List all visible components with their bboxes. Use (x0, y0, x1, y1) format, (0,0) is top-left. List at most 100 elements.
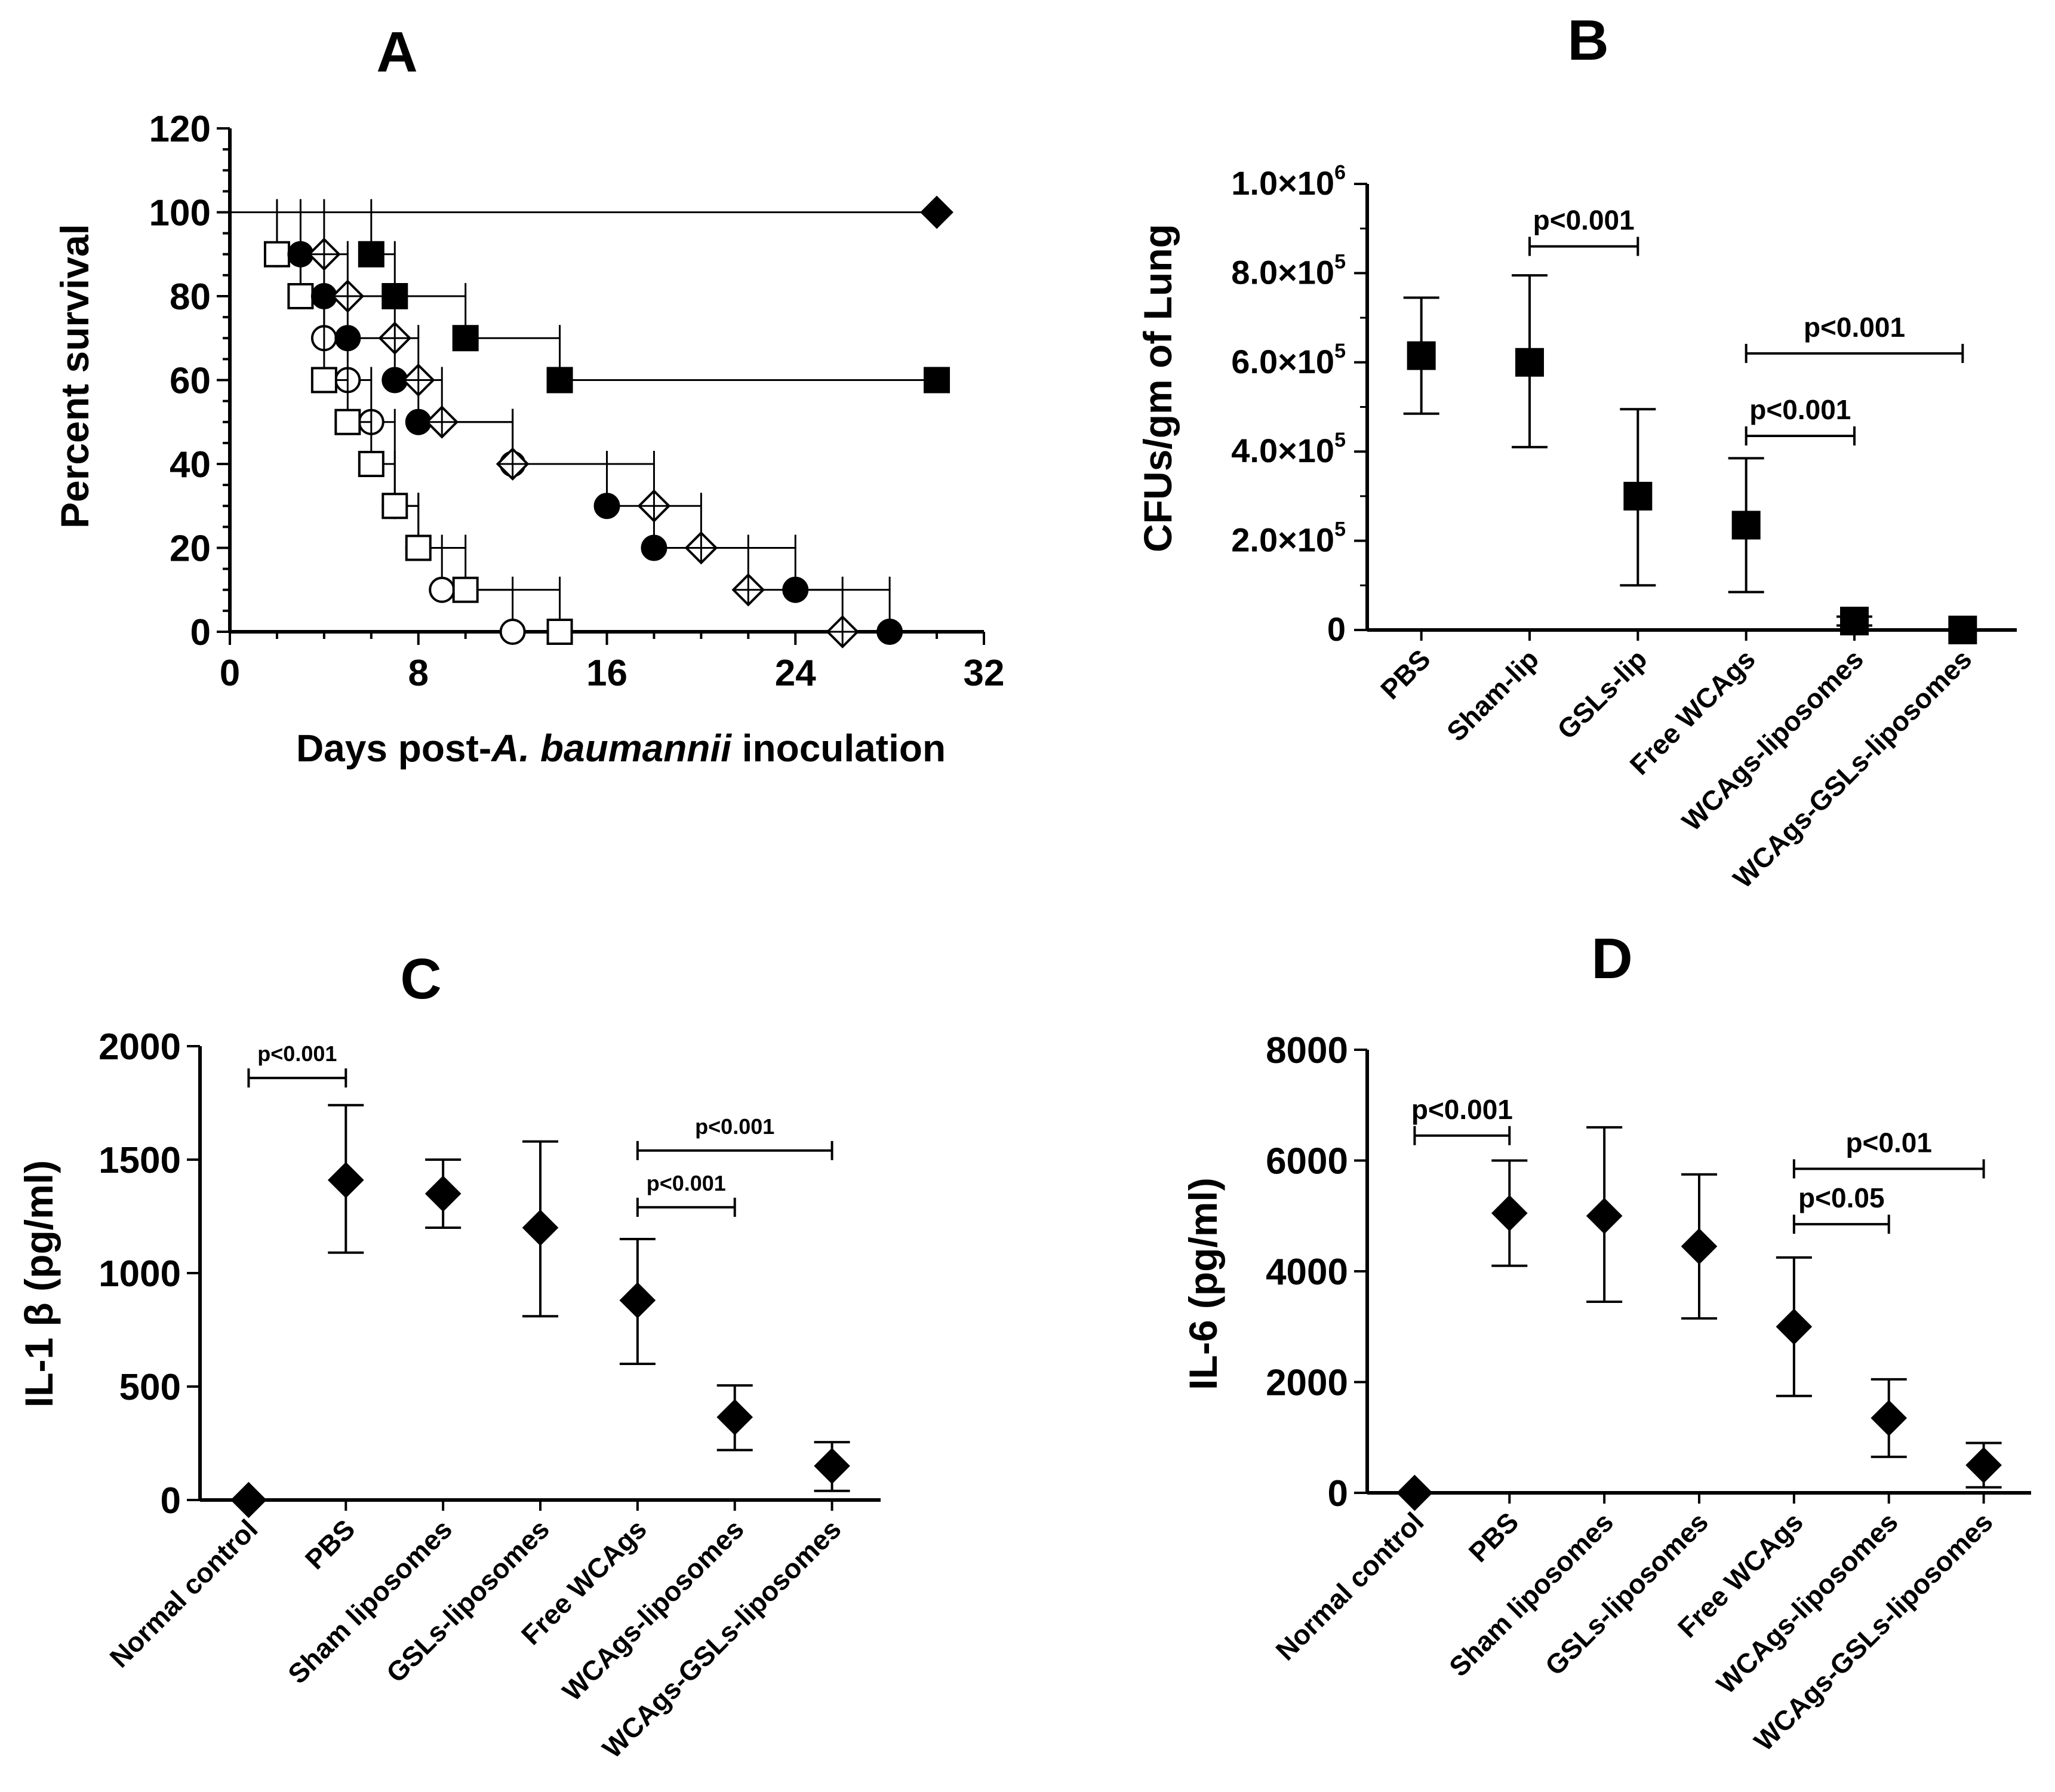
p2-mean-marker (424, 1175, 462, 1212)
panel-c-il1b-chart: C IL-1 β (pg/ml) 0 500 1000 1500 2000 Normal … (17, 947, 881, 1764)
a-marker-diamond-filled (920, 195, 953, 229)
p2-point-group (716, 1384, 753, 1452)
p3-mean-marker (1396, 1474, 1433, 1511)
p1-significance-bracket: p<0.001 (1745, 312, 1964, 363)
p3-category-label: GSLs-liposomes (1539, 1506, 1714, 1681)
p3-point-group (1586, 1126, 1623, 1304)
p1-point-group (1512, 274, 1548, 448)
p3-mean-marker (1681, 1228, 1718, 1265)
p1-category-label: WCAgs-liposomes (1676, 643, 1869, 837)
p1-category-label: GSLs-lip (1551, 643, 1653, 745)
p2-category-label: WCAgs-liposomes (556, 1513, 750, 1707)
y-tick-exponent: 5 (1334, 429, 1346, 451)
panel-a-x-axis-title: Days post-A. baumannii inoculation (296, 727, 946, 770)
panel-b-y-axis-title: CFUs/gm of Lung (1136, 224, 1180, 552)
a-marker-square-filled (924, 367, 950, 394)
p3-point-group (1491, 1159, 1528, 1267)
p3-mean-marker (1491, 1195, 1528, 1231)
p1-mean-marker (1623, 481, 1653, 511)
p3-y-tick-label: 2000 (1266, 1363, 1348, 1404)
p1-category-label: PBS (1374, 643, 1436, 705)
p1-point-group (1403, 296, 1439, 415)
p2-y-tick-label: 0 (161, 1480, 181, 1521)
p1-significance-bracket: p<0.001 (1528, 205, 1639, 256)
p2-point-group (814, 1441, 850, 1492)
p2-mean-marker (327, 1161, 364, 1198)
p2-p-value-label: p<0.001 (695, 1114, 774, 1139)
panel-a-survival-chart: A Percent survival Days post-A. baumanni… (53, 20, 1004, 770)
a-marker-circle-filled (876, 619, 903, 645)
p3-point-group (1681, 1173, 1718, 1320)
panel-a-y-axis-title: Percent survival (53, 224, 97, 528)
a-y-tick-label: 20 (170, 528, 211, 570)
a-step-line (230, 211, 937, 381)
p3-category-label: Normal control (1269, 1506, 1429, 1666)
a-y-tick-label: 60 (170, 361, 211, 402)
x-title-species: A. baumannii (490, 727, 732, 770)
y-tick-mantissa: 4.0×10 (1231, 432, 1334, 469)
p2-y-tick-label: 1500 (99, 1140, 181, 1181)
p1-point-group (1836, 607, 1872, 636)
a-marker-square-open (263, 241, 290, 268)
p3-p-value-label: p<0.01 (1845, 1127, 1932, 1158)
panel-d-il6-chart: D IL-6 (pg/ml) 0 2000 4000 6000 8000 Normal c… (1181, 927, 2031, 1757)
p2-mean-marker (230, 1481, 267, 1519)
a-x-tick-label: 0 (220, 653, 240, 694)
panel-d-title: D (1591, 927, 1632, 991)
p3-significance-bracket: p<0.01 (1792, 1127, 1985, 1179)
p1-p-value-label: p<0.001 (1749, 394, 1851, 425)
p1-point-group (1728, 457, 1764, 594)
p3-category-label: WCAgs-liposomes (1711, 1506, 1904, 1699)
y-tick-exponent: 6 (1334, 161, 1346, 184)
a-marker-square-filled (452, 325, 479, 352)
p3-p-value-label: p<0.001 (1411, 1094, 1513, 1125)
y-tick-exponent: 5 (1334, 340, 1346, 362)
p2-p-value-label: p<0.001 (647, 1171, 726, 1195)
panel-c-y-axis-title: IL-1 β (pg/ml) (17, 1160, 61, 1407)
p3-y-tick-label: 8000 (1266, 1030, 1348, 1071)
panel-d-y-axis-title: IL-6 (pg/ml) (1181, 1178, 1225, 1390)
p1-significance-bracket: p<0.001 (1745, 394, 1856, 446)
p3-mean-marker (1776, 1308, 1813, 1345)
y-tick-mantissa: 8.0×10 (1231, 253, 1334, 291)
a-series-square-open (230, 199, 573, 645)
p2-mean-marker (522, 1209, 559, 1246)
p3-y-tick-label: 0 (1328, 1473, 1348, 1514)
a-marker-square-open (310, 367, 337, 394)
a-marker-square-filled (546, 367, 573, 394)
p3-mean-marker (1586, 1197, 1623, 1234)
a-y-tick-label: 80 (170, 276, 211, 318)
a-marker-square-open (382, 493, 408, 520)
p3-y-tick-label: 4000 (1266, 1252, 1348, 1293)
panel-c-marks: p<0.001 p<0.001 p<0.001 (230, 1041, 850, 1519)
y-tick-exponent: 5 (1334, 518, 1346, 541)
p3-mean-marker (1965, 1447, 2002, 1483)
p1-y-tick-label: 4.0×105 (1231, 429, 1346, 469)
y-tick-mantissa: 2.0×10 (1231, 521, 1334, 559)
a-x-tick-label: 8 (408, 653, 429, 694)
p3-mean-marker (1871, 1400, 1908, 1437)
p1-y-tick-label: 2.0×105 (1231, 518, 1346, 559)
p3-significance-bracket: p<0.001 (1411, 1094, 1513, 1145)
p2-p-value-label: p<0.001 (257, 1041, 337, 1066)
p2-category-label: GSLs-liposomes (380, 1513, 555, 1688)
p1-mean-marker (1731, 511, 1761, 540)
p3-y-tick-label: 6000 (1266, 1141, 1348, 1182)
p1-mean-marker (1515, 348, 1544, 377)
p1-y-tick-label: 1.0×106 (1231, 161, 1346, 202)
a-marker-square-open (546, 619, 573, 645)
panel-b-marks: p<0.001 p<0.001 p<0.001 (1403, 205, 1977, 644)
a-marker-square-open (405, 534, 432, 561)
x-title-suffix: inoculation (731, 727, 946, 770)
p2-y-tick-label: 2000 (99, 1026, 181, 1068)
p3-category-label: PBS (1463, 1506, 1525, 1568)
p2-point-group (619, 1238, 656, 1365)
p2-significance-bracket: p<0.001 (636, 1171, 736, 1217)
a-y-tick-label: 0 (190, 612, 211, 653)
p2-significance-bracket: p<0.001 (636, 1114, 833, 1160)
p2-significance-bracket: p<0.001 (247, 1041, 347, 1088)
a-x-tick-label: 32 (964, 653, 1005, 694)
p2-point-group (230, 1481, 267, 1519)
